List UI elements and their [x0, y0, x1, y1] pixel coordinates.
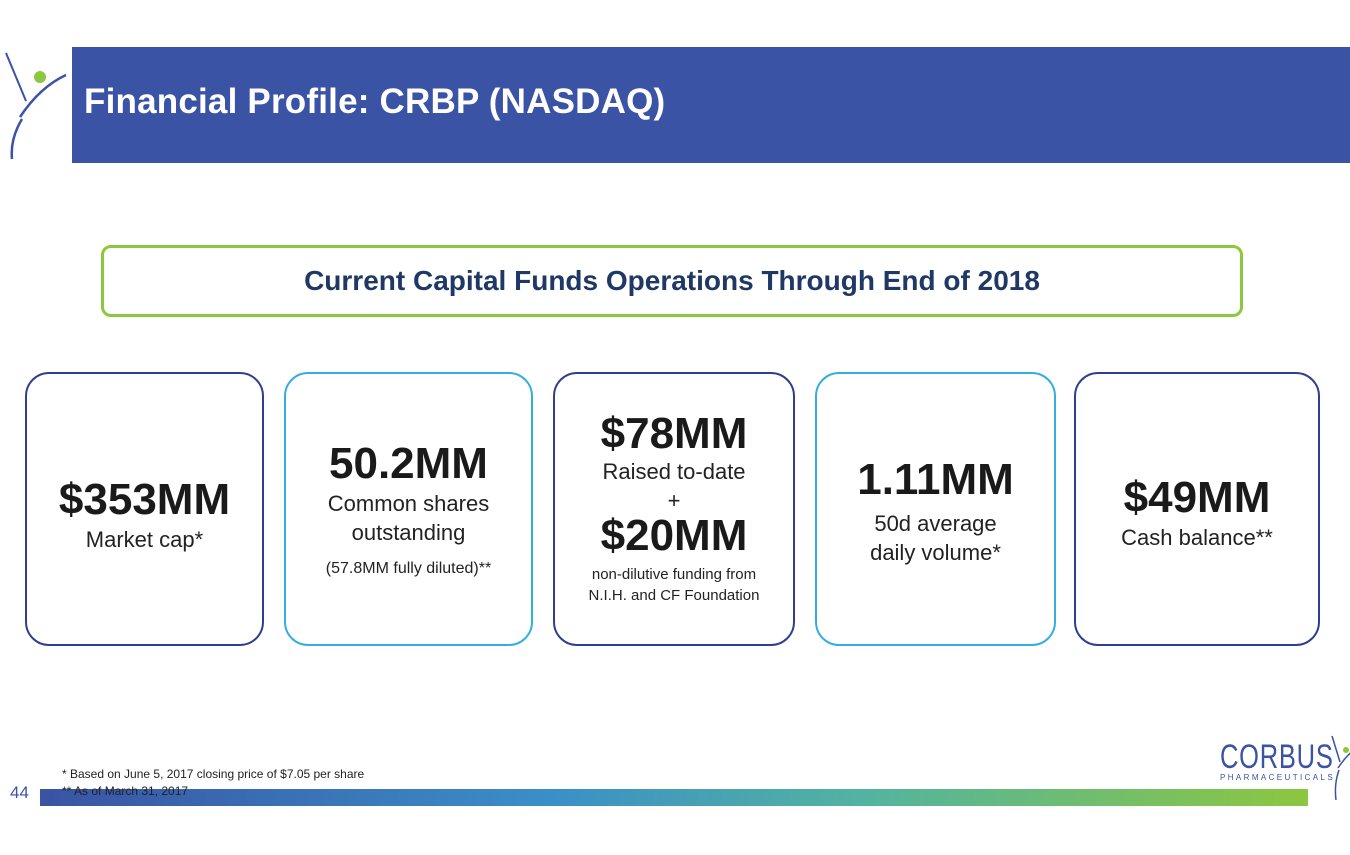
- footer-gradient-bar: [40, 789, 1308, 806]
- market-cap-card: $353MM Market cap*: [25, 372, 264, 646]
- shares-note: (57.8MM fully diluted)**: [325, 559, 492, 577]
- volume-label-line2: daily volume*: [870, 539, 1001, 565]
- shares-card: 50.2MM Common shares outstanding (57.8MM…: [284, 372, 533, 646]
- corbus-figure-icon: [1331, 735, 1350, 801]
- cash-label: Cash balance**: [1121, 525, 1273, 551]
- cash-card: $49MM Cash balance**: [1074, 372, 1320, 646]
- funding-note-line1: non-dilutive funding from: [591, 565, 757, 583]
- volume-value: 1.11MM: [857, 455, 1014, 504]
- volume-label-line1: 50d average: [874, 511, 997, 537]
- shares-label-line1: Common shares: [327, 491, 490, 517]
- footnote-2-text: ** As of March 31, 2017: [62, 784, 189, 798]
- page-title: Financial Profile: CRBP (NASDAQ): [84, 82, 666, 121]
- corbus-logo: CORBUS PHARMACEUTICALS: [1218, 735, 1350, 801]
- raised-label: Raised to-date: [602, 459, 746, 485]
- figure-logo-icon: [5, 52, 67, 160]
- footnote-bg: [40, 764, 400, 789]
- market-cap-label: Market cap*: [85, 527, 204, 553]
- shares-value: 50.2MM: [329, 439, 488, 488]
- funding-card: $78MM Raised to-date + $20MM non-dilutiv…: [553, 372, 795, 646]
- cash-value: $49MM: [1123, 473, 1271, 522]
- page-number: 44: [10, 783, 29, 802]
- banner-text: Current Capital Funds Operations Through…: [304, 265, 1040, 296]
- raised-value: $78MM: [600, 409, 748, 458]
- corbus-logo-sub: PHARMACEUTICALS: [1220, 773, 1336, 782]
- market-cap-value: $353MM: [58, 475, 231, 524]
- funding-note-line2: N.I.H. and CF Foundation: [588, 586, 760, 604]
- figure-logo: [0, 47, 72, 163]
- plus-sign: +: [667, 487, 681, 513]
- non-dilutive-value: $20MM: [600, 510, 748, 560]
- footnote-1-text: * Based on June 5, 2017 closing price of…: [62, 767, 365, 781]
- header-bar: [0, 47, 1350, 163]
- shares-label-line2: outstanding: [351, 519, 466, 545]
- capital-banner: Current Capital Funds Operations Through…: [101, 245, 1243, 317]
- corbus-logo-word: CORBUS: [1220, 738, 1334, 776]
- volume-card: 1.11MM 50d average daily volume*: [815, 372, 1056, 646]
